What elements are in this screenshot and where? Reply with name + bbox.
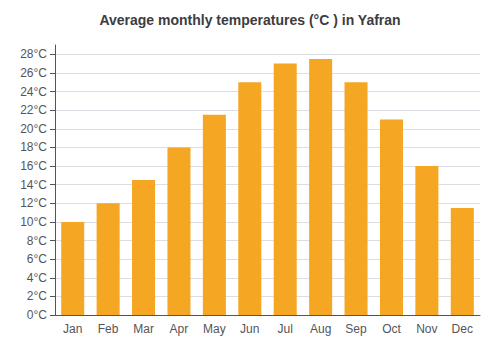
svg-text:Jun: Jun: [240, 322, 259, 336]
svg-text:26°C: 26°C: [20, 66, 47, 80]
svg-text:May: May: [203, 322, 226, 336]
svg-text:Sep: Sep: [345, 322, 367, 336]
svg-text:Average monthly temperatures (: Average monthly temperatures (°C ) in Ya…: [99, 12, 400, 28]
svg-text:16°C: 16°C: [20, 159, 47, 173]
svg-text:Nov: Nov: [416, 322, 437, 336]
svg-text:24°C: 24°C: [20, 85, 47, 99]
svg-text:2°C: 2°C: [27, 289, 47, 303]
svg-text:Feb: Feb: [98, 322, 119, 336]
svg-text:0°C: 0°C: [27, 308, 47, 322]
svg-text:20°C: 20°C: [20, 122, 47, 136]
svg-text:Dec: Dec: [452, 322, 473, 336]
svg-text:Oct: Oct: [382, 322, 401, 336]
svg-text:Apr: Apr: [170, 322, 189, 336]
svg-text:12°C: 12°C: [20, 196, 47, 210]
svg-text:4°C: 4°C: [27, 271, 47, 285]
svg-text:6°C: 6°C: [27, 252, 47, 266]
svg-text:Jul: Jul: [278, 322, 293, 336]
svg-text:8°C: 8°C: [27, 234, 47, 248]
svg-text:22°C: 22°C: [20, 103, 47, 117]
svg-text:10°C: 10°C: [20, 215, 47, 229]
svg-text:Aug: Aug: [310, 322, 331, 336]
svg-text:28°C: 28°C: [20, 47, 47, 61]
svg-text:Jan: Jan: [63, 322, 82, 336]
svg-text:Mar: Mar: [133, 322, 154, 336]
svg-text:18°C: 18°C: [20, 140, 47, 154]
svg-text:14°C: 14°C: [20, 178, 47, 192]
